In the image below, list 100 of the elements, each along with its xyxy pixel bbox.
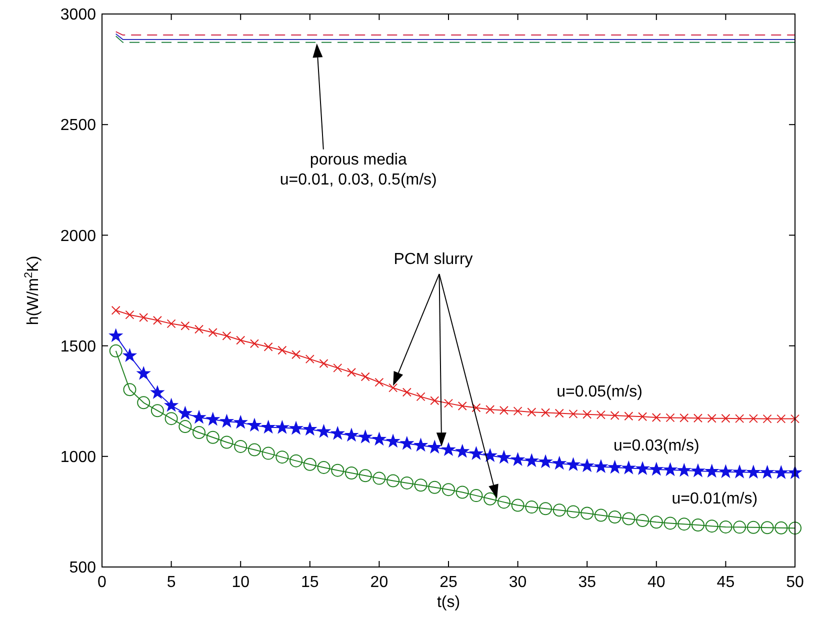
point [178,420,192,434]
annotation: u=0.03(m/s) [613,437,700,454]
point [456,486,469,499]
point [525,454,538,466]
point [264,342,273,352]
point [638,412,648,422]
point [386,474,400,488]
point [721,414,730,423]
point [220,414,234,428]
point [470,489,483,502]
point [650,516,663,529]
point [525,500,538,514]
point [372,472,386,485]
point [705,464,718,478]
point [248,418,262,432]
point [248,443,261,456]
point [152,316,162,325]
point [774,521,788,534]
point [400,476,414,490]
point [220,436,234,449]
y-tick-label: 2500 [60,117,96,134]
point [374,378,384,387]
x-tick-label: 45 [716,574,735,591]
point [358,430,372,443]
point [278,346,287,355]
point [236,336,246,345]
point [680,413,689,422]
point [289,422,303,434]
point [178,406,192,420]
y-tick-label: 1000 [60,449,96,466]
point [276,420,289,434]
x-tick-label: 30 [508,574,527,591]
point [250,339,259,348]
point [234,416,248,428]
point [234,440,248,453]
point [499,406,508,415]
point [333,363,342,372]
point [568,409,578,418]
point [344,466,358,480]
point [664,462,677,476]
point [428,480,442,494]
point [622,512,636,526]
point [608,510,622,524]
point [735,414,744,424]
annotation: u=0.05(m/s) [556,384,642,401]
point [513,406,522,416]
point [527,408,536,417]
point [664,516,677,530]
point [150,386,164,398]
point [137,396,150,410]
annotation: porous media u=0.01, 0.03, 0.5(m/s) [280,151,437,188]
point [511,498,524,512]
point [206,430,220,444]
point [317,424,330,438]
point [180,321,190,330]
point [192,426,206,440]
point [624,412,634,421]
point [194,324,204,334]
point [594,508,608,522]
point [414,478,428,492]
point [678,518,691,531]
x-tick-label: 15 [301,574,319,591]
point [608,460,622,474]
point [497,496,510,509]
point [719,464,732,478]
point [484,448,497,462]
point [538,455,552,468]
point [164,398,178,412]
point [652,412,661,422]
x-tick-label: 35 [578,574,596,591]
point [206,412,220,426]
point [428,440,442,453]
point [719,520,732,534]
point [150,404,164,418]
annotation: u=0.01(m/s) [672,490,758,508]
point [166,319,176,328]
point [707,414,716,423]
point [137,366,150,380]
point [416,392,426,402]
point [125,310,134,320]
point [444,398,453,408]
point [678,464,691,476]
point [650,462,663,476]
point [386,434,400,448]
point [666,413,675,422]
point [346,368,356,377]
point [262,420,275,434]
point [497,450,511,464]
y-tick-label: 1500 [60,338,96,356]
point [622,461,636,474]
point [580,506,594,520]
point [109,328,122,342]
point [610,410,620,420]
point [400,436,414,450]
x-tick-label: 50 [786,574,804,591]
x-tick-label: 20 [370,574,388,591]
point [344,428,358,442]
point [402,388,412,397]
y-tick-label: 500 [69,560,96,577]
y-tick-label: 2000 [60,228,96,245]
